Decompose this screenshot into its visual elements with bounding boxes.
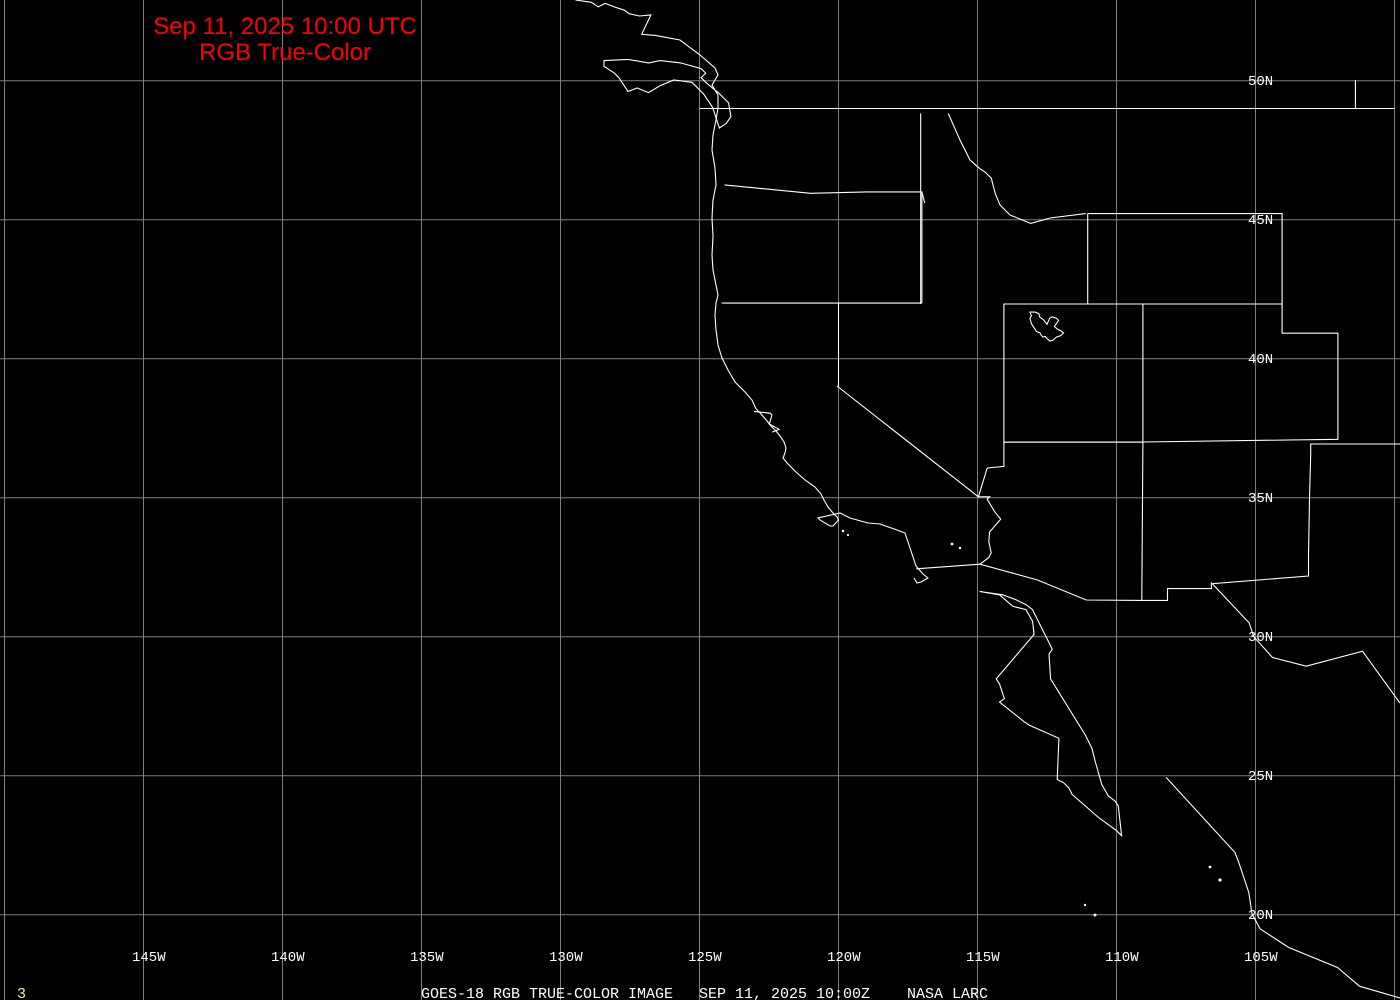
- svg-text:135W: 135W: [410, 950, 444, 966]
- svg-text:125W: 125W: [688, 950, 722, 966]
- svg-text:130W: 130W: [549, 950, 583, 966]
- svg-text:145W: 145W: [132, 950, 166, 966]
- svg-text:45N: 45N: [1248, 213, 1273, 229]
- svg-text:40N: 40N: [1248, 352, 1273, 368]
- svg-text:120W: 120W: [827, 950, 861, 966]
- svg-text:50N: 50N: [1248, 74, 1273, 90]
- svg-text:110W: 110W: [1105, 950, 1139, 966]
- svg-text:25N: 25N: [1248, 769, 1273, 785]
- svg-text:115W: 115W: [966, 950, 1000, 966]
- svg-text:35N: 35N: [1248, 491, 1273, 507]
- svg-text:105W: 105W: [1244, 950, 1278, 966]
- svg-text:140W: 140W: [271, 950, 305, 966]
